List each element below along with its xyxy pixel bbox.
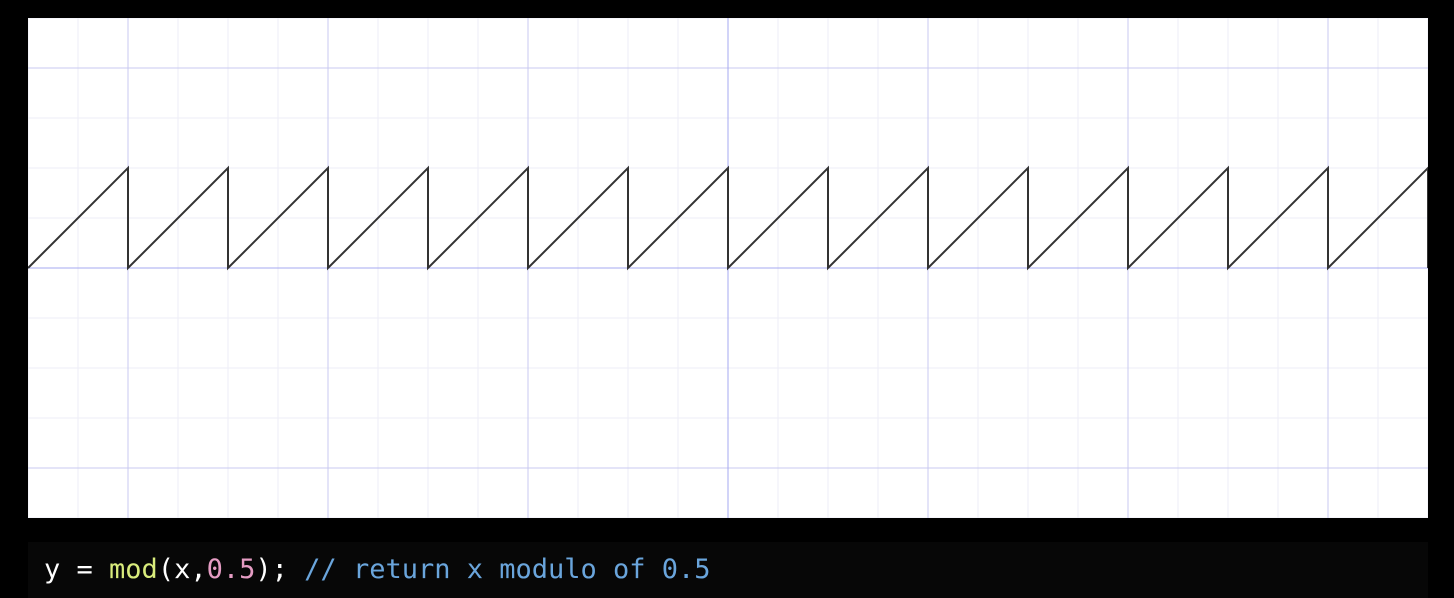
plot-area	[28, 18, 1428, 518]
sawtooth-chart	[28, 18, 1428, 518]
code-function-name: mod	[109, 554, 158, 585]
code-comment: // return x modulo of 0.5	[304, 554, 711, 585]
curve-layer	[28, 165, 1428, 271]
code-line: y = mod(x,0.5); // return x modulo of 0.…	[44, 553, 711, 587]
code-close-args: );	[255, 554, 305, 585]
code-bar: y = mod(x,0.5); // return x modulo of 0.…	[28, 542, 1428, 598]
code-assign: =	[60, 554, 110, 585]
code-variable: y	[44, 554, 61, 585]
code-open-args: (x,	[157, 554, 207, 585]
code-number-argument: 0.5	[206, 554, 256, 585]
sawtooth-series-line	[28, 165, 1428, 271]
